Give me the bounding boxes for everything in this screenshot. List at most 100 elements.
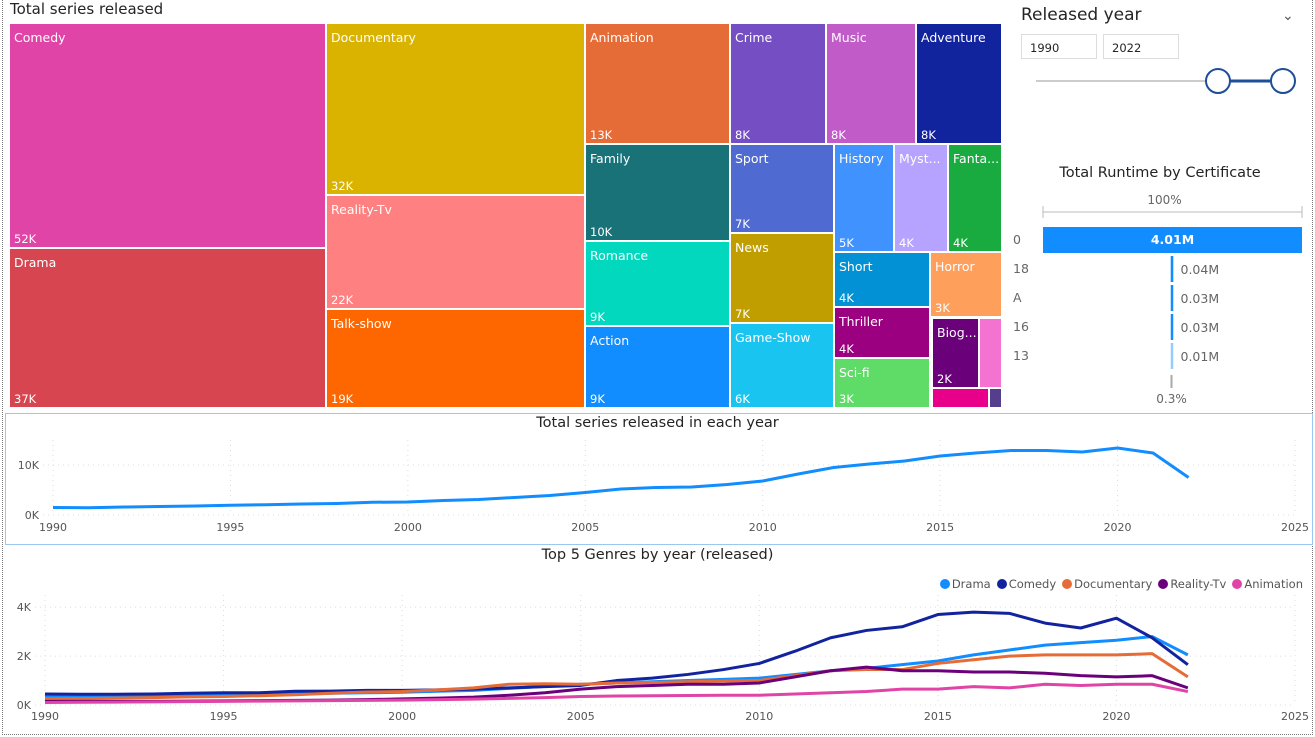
genres-chart-title: Top 5 Genres by year (released) bbox=[541, 547, 774, 563]
line-chart-title: Total series released in each year bbox=[536, 415, 779, 431]
funnel-top-label: 100% bbox=[1147, 193, 1181, 207]
genres-legend: Drama Comedy Documentary Reality-Tv Animatio… bbox=[939, 577, 1303, 591]
y-tick-label: 10K bbox=[18, 459, 40, 472]
treemap-cell[interactable]: Romance 9K bbox=[586, 242, 729, 325]
treemap-cell[interactable]: Drama 37K bbox=[10, 249, 325, 407]
treemap-cell[interactable]: Fanta... 4K bbox=[949, 145, 1001, 251]
x-tick-label: 2000 bbox=[388, 710, 416, 723]
slider-handle-end[interactable] bbox=[1270, 68, 1296, 94]
cell-value: 9K bbox=[590, 392, 605, 406]
x-tick-label: 2015 bbox=[924, 710, 952, 723]
treemap-cell[interactable] bbox=[933, 389, 988, 407]
cell-value: 7K bbox=[735, 217, 750, 231]
x-tick-label: 1995 bbox=[216, 521, 244, 534]
legend-item[interactable]: Comedy bbox=[996, 577, 1057, 591]
funnel-bar bbox=[1170, 285, 1174, 311]
cell-value: 8K bbox=[735, 128, 750, 142]
legend-item[interactable]: Animation bbox=[1232, 577, 1303, 591]
treemap-cell[interactable]: Comedy 52K bbox=[10, 24, 325, 247]
treemap-cell[interactable]: Music 8K bbox=[827, 24, 915, 143]
year-range-slider[interactable] bbox=[1030, 66, 1310, 96]
legend-dot-icon bbox=[1062, 579, 1073, 589]
cell-value: 8K bbox=[831, 128, 846, 142]
treemap-cell[interactable]: Horror 3K bbox=[931, 253, 1001, 316]
funnel-title: Total Runtime by Certificate bbox=[1059, 165, 1261, 181]
legend-label: Reality-Tv bbox=[1170, 577, 1227, 591]
treemap-cell[interactable]: Biog... 2K bbox=[933, 319, 978, 387]
cell-label: Talk-show bbox=[331, 316, 392, 331]
treemap-cell[interactable]: Animation 13K bbox=[586, 24, 729, 143]
treemap-cell[interactable] bbox=[990, 389, 1001, 407]
funnel-category: 16 bbox=[1013, 319, 1029, 334]
x-tick-label: 2005 bbox=[571, 521, 599, 534]
cell-label: Biog... bbox=[937, 325, 977, 340]
legend-label: Documentary bbox=[1074, 577, 1153, 591]
cell-value: 7K bbox=[735, 307, 750, 321]
treemap-cell[interactable]: Sci-fi 3K bbox=[835, 359, 929, 407]
series-line-animation bbox=[44, 682, 1189, 705]
cell-value: 19K bbox=[331, 392, 354, 406]
y-tick-label: 0K bbox=[17, 699, 32, 712]
legend-label: Animation bbox=[1244, 577, 1303, 591]
treemap-cell[interactable]: Talk-show 19K bbox=[327, 310, 584, 407]
x-tick-label: 2010 bbox=[749, 521, 777, 534]
chevron-down-icon[interactable]: ⌄ bbox=[1282, 8, 1294, 24]
funnel-category: 0 bbox=[1013, 232, 1021, 247]
legend-dot-icon bbox=[1232, 579, 1243, 589]
funnel-chart: 100% 0 4.01M 18 0.04M A 0.03M 16 0.03M 13 0.01M 0.3… bbox=[1013, 193, 1303, 406]
funnel-bar bbox=[1170, 314, 1174, 340]
funnel-value-label: 0.03M bbox=[1181, 291, 1220, 306]
cell-value: 5K bbox=[839, 236, 854, 250]
legend-item[interactable]: Drama bbox=[939, 577, 991, 591]
funnel-category: A bbox=[1013, 290, 1022, 305]
treemap-cell[interactable]: Crime 8K bbox=[731, 24, 825, 143]
slider-handle-start[interactable] bbox=[1205, 68, 1231, 94]
y-tick-label: 2K bbox=[17, 650, 32, 663]
cell-value: 6K bbox=[735, 392, 750, 406]
funnel-value-label: 0.01M bbox=[1181, 349, 1220, 364]
treemap-title: Total series released bbox=[10, 0, 164, 18]
cell-value: 9K bbox=[590, 310, 605, 324]
cell-label: Game-Show bbox=[735, 330, 811, 345]
x-tick-label: 2025 bbox=[1281, 521, 1309, 534]
cell-label: News bbox=[735, 240, 769, 255]
cell-label: Romance bbox=[590, 248, 649, 263]
legend-item[interactable]: Documentary bbox=[1062, 577, 1152, 591]
treemap-cell[interactable]: Documentary 32K bbox=[327, 24, 584, 194]
cell-label: Myst... bbox=[899, 151, 941, 166]
cell-label: Animation bbox=[590, 30, 654, 45]
series-line-comedy bbox=[44, 610, 1189, 696]
legend-item[interactable]: Reality-Tv bbox=[1158, 577, 1226, 591]
treemap-cell[interactable] bbox=[980, 319, 1001, 387]
year-to-input[interactable]: 2022 bbox=[1103, 34, 1179, 59]
slicer-title: Released year bbox=[1021, 5, 1142, 25]
cell-value: 10K bbox=[590, 225, 613, 239]
treemap-cell[interactable]: News 7K bbox=[731, 234, 833, 322]
x-tick-label: 2025 bbox=[1281, 710, 1309, 723]
treemap-cell[interactable]: Action 9K bbox=[586, 327, 729, 407]
x-tick-label: 2020 bbox=[1104, 521, 1132, 534]
x-tick-label: 1990 bbox=[39, 521, 67, 534]
funnel-category: 18 bbox=[1013, 261, 1029, 276]
legend-label: Comedy bbox=[1008, 577, 1057, 591]
treemap-cell[interactable]: History 5K bbox=[835, 145, 893, 251]
line-chart-selection-border bbox=[5, 413, 1313, 545]
treemap-cell[interactable]: Short 4K bbox=[835, 253, 929, 306]
treemap-cell[interactable]: Game-Show 6K bbox=[731, 324, 833, 407]
treemap-cell[interactable]: Thriller 4K bbox=[835, 308, 929, 357]
cell-value: 4K bbox=[899, 236, 914, 250]
treemap-cell[interactable]: Adventure 8K bbox=[917, 24, 1001, 143]
treemap-cell[interactable]: Sport 7K bbox=[731, 145, 833, 232]
treemap-cell[interactable]: Family 10K bbox=[586, 145, 729, 240]
treemap-cell[interactable]: Reality-Tv 22K bbox=[327, 196, 584, 308]
cell-value: 22K bbox=[331, 293, 354, 307]
cell-label: History bbox=[839, 151, 884, 166]
funnel-value-label: 0.03M bbox=[1181, 320, 1220, 335]
x-tick-label: 2005 bbox=[567, 710, 595, 723]
cell-label: Reality-Tv bbox=[331, 202, 392, 217]
funnel-value-label: 0.04M bbox=[1181, 262, 1220, 277]
treemap-cell[interactable]: Myst... 4K bbox=[895, 145, 947, 251]
year-from-input[interactable]: 1990 bbox=[1021, 34, 1097, 59]
treemap-total-series-released: Comedy 52K Drama 37K Documentary 32K Reality-T… bbox=[0, 0, 1010, 410]
line-chart-top-genres: 1990 1995 2000 2005 2010 2015 2020 2025 0K 2K 4K bbox=[17, 595, 1309, 723]
